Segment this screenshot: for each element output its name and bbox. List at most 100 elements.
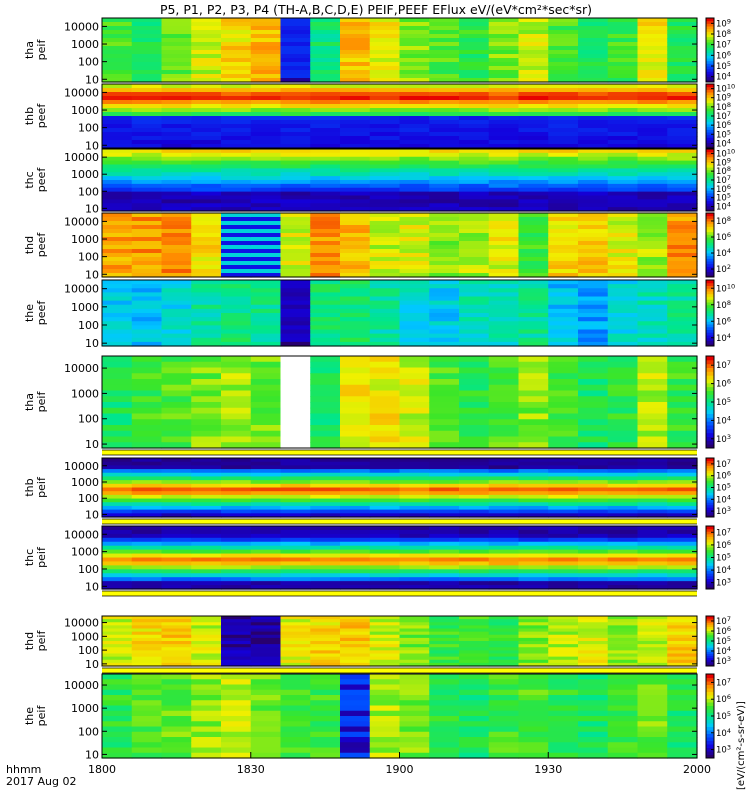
- heatmap-cell: [637, 140, 668, 145]
- heatmap-cell: [161, 513, 192, 518]
- heatmap-cell: [340, 88, 371, 93]
- heatmap-cell: [429, 164, 460, 169]
- heatmap-cell: [637, 505, 668, 511]
- heatmap-cell: [667, 430, 698, 438]
- heatmap-cell: [102, 541, 133, 547]
- colorbar-tick-label: 104: [716, 564, 731, 576]
- colorbar-step: [706, 215, 714, 219]
- heatmap-cell: [637, 156, 668, 162]
- heatmap-cell: [250, 18, 282, 23]
- heatmap-cell: [369, 341, 401, 347]
- heatmap-cell: [548, 505, 579, 511]
- colorbar-step: [706, 335, 714, 339]
- heatmap-cell: [488, 245, 520, 250]
- heatmap-cell: [637, 674, 668, 680]
- heatmap-cell: [250, 653, 282, 658]
- heatmap-cell: [191, 616, 222, 620]
- heatmap-cell: [250, 700, 282, 707]
- heatmap-cell: [221, 634, 252, 639]
- heatmap-cell: [131, 628, 163, 633]
- heatmap-cell: [340, 731, 371, 738]
- heatmap-cell: [548, 465, 579, 470]
- colorbar-step: [706, 237, 714, 241]
- heatmap-cell: [102, 561, 133, 566]
- heatmap-cell: [340, 337, 371, 343]
- heatmap-cell: [667, 160, 698, 166]
- heatmap-cell: [667, 241, 698, 246]
- heatmap-cell: [548, 684, 579, 691]
- heatmap-cell: [667, 96, 698, 101]
- colorbar-step: [706, 436, 714, 441]
- heatmap-cell: [637, 144, 668, 149]
- heatmap-cell: [637, 650, 668, 655]
- colorbar-unit-label: [eV/(cm²-s-sr-eV)]: [736, 701, 747, 790]
- heatmap-cell: [399, 164, 430, 169]
- heatmap-cell: [250, 225, 282, 230]
- heatmap-cell: [131, 373, 163, 380]
- heatmap-cell: [637, 34, 668, 39]
- heatmap-cell: [399, 249, 430, 254]
- heatmap-cell: [667, 321, 698, 326]
- heatmap-cell: [637, 476, 668, 481]
- heatmap-cell: [429, 491, 460, 496]
- heatmap-cell: [340, 430, 371, 438]
- heatmap-cell: [548, 292, 579, 298]
- heatmap-cell: [459, 628, 490, 633]
- heatmap-cell: [667, 300, 698, 306]
- heatmap-cell: [637, 329, 668, 335]
- heatmap-cell: [280, 483, 311, 489]
- heatmap-cell: [161, 180, 192, 185]
- heatmap-cell: [607, 419, 639, 426]
- heatmap-cell: [667, 637, 698, 642]
- heatmap-cell: [637, 436, 668, 443]
- heatmap-cell: [667, 494, 698, 500]
- heatmap-cell: [369, 553, 401, 559]
- heatmap-cell: [280, 742, 311, 749]
- heatmap-cell: [340, 168, 371, 173]
- heatmap-cell: [161, 752, 192, 759]
- heatmap-cell: [399, 217, 430, 222]
- heatmap-cell: [310, 465, 341, 470]
- heatmap-cell: [399, 149, 430, 154]
- heatmap-cell: [399, 253, 430, 258]
- colorbar-tick-label: 105: [716, 710, 731, 722]
- heatmap-cell: [548, 284, 579, 289]
- colorbar-step: [706, 499, 714, 503]
- heatmap-cell: [578, 647, 609, 651]
- colorbar-tick-label: 1010: [716, 147, 735, 159]
- heatmap-cell: [429, 66, 460, 71]
- heatmap-cell: [548, 573, 579, 578]
- heatmap-cell: [310, 203, 341, 208]
- heatmap-cell: [488, 104, 520, 109]
- heatmap-cell: [131, 710, 163, 717]
- colorbar-tick-label: 107: [716, 615, 731, 627]
- heatmap-cell: [488, 469, 520, 474]
- heatmap-cell: [102, 419, 133, 426]
- heatmap-cell: [488, 128, 520, 133]
- heatmap-cell: [607, 156, 639, 162]
- heatmap-cell: [399, 498, 430, 503]
- heatmap-cell: [667, 22, 698, 27]
- heatmap-cell: [340, 124, 371, 129]
- heatmap-cell: [131, 533, 163, 539]
- heatmap-cell: [429, 249, 460, 254]
- heatmap-cell: [280, 26, 311, 31]
- heatmap-cell: [429, 144, 460, 149]
- heatmap-cell: [280, 491, 311, 496]
- heatmap-cell: [518, 631, 549, 636]
- heatmap-cell: [459, 183, 490, 189]
- heatmap-cell: [221, 265, 252, 270]
- heatmap-cell: [131, 505, 163, 511]
- colorbar-step: [706, 477, 714, 481]
- heatmap-cell: [459, 156, 490, 162]
- heatmap-cell: [548, 124, 579, 129]
- heatmap-cell: [161, 292, 192, 298]
- heatmap-cell: [191, 317, 222, 322]
- heatmap-cell: [518, 616, 549, 620]
- heatmap-cell: [310, 721, 341, 728]
- heatmap-cell: [459, 425, 490, 432]
- heatmap-cell: [310, 625, 341, 630]
- colorbar-step: [706, 26, 714, 30]
- heatmap-cell: [191, 557, 222, 563]
